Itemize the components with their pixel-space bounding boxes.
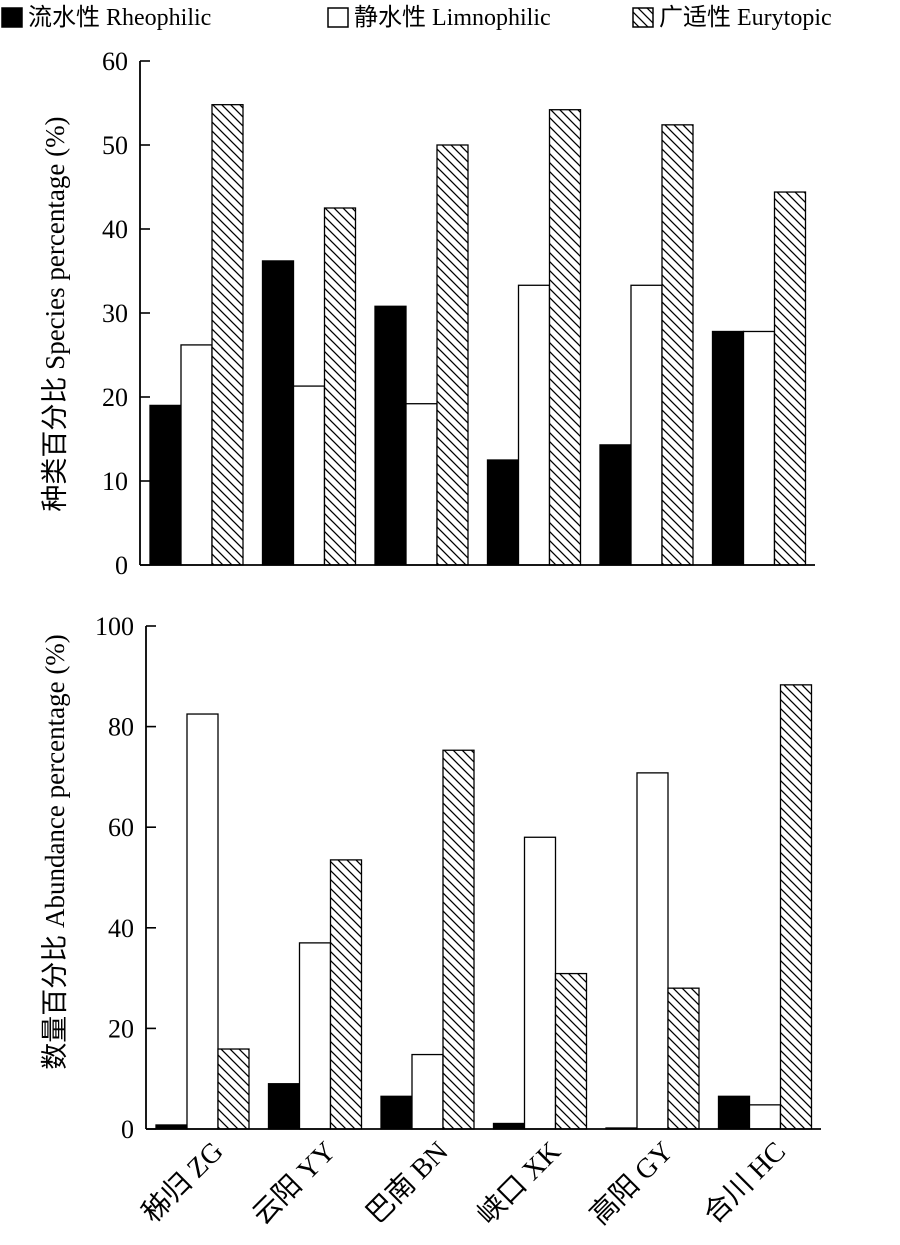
bar-rheophilic bbox=[599, 444, 632, 566]
x-tick-label: 秭归 ZG bbox=[136, 1135, 230, 1229]
y-tick-label: 10 bbox=[102, 467, 128, 496]
chart-panel-1: 0 10 20 30 40 50 60 种类百分比 Species percentage (%… bbox=[40, 47, 815, 580]
y-tick-label: 100 bbox=[95, 612, 134, 641]
legend-label: 流水性 Rheophilic bbox=[28, 4, 211, 31]
y-axis-label: 种类百分比 Species percentage (%) bbox=[40, 116, 70, 511]
bar-limnophilic bbox=[298, 942, 332, 1130]
y-tick-label: 20 bbox=[102, 383, 128, 412]
legend-swatch-empty bbox=[327, 7, 349, 28]
y-tick-label: 50 bbox=[102, 131, 128, 160]
bar-rheophilic bbox=[267, 1083, 301, 1130]
bar-eurytopic bbox=[211, 104, 244, 566]
bar-limnophilic bbox=[748, 1104, 782, 1130]
legend-swatch-solid bbox=[1, 7, 23, 28]
bar-limnophilic bbox=[517, 284, 551, 566]
bar-limnophilic bbox=[742, 330, 776, 566]
legend-label: 静水性 Limnophilic bbox=[354, 4, 551, 31]
legend-item-hatch: 广适性 Eurytopic bbox=[632, 4, 832, 31]
y-tick-label: 30 bbox=[102, 299, 128, 328]
bar-eurytopic bbox=[661, 124, 694, 566]
y-tick-label: 0 bbox=[115, 551, 128, 580]
x-tick-label: 云阳 YY bbox=[247, 1136, 342, 1231]
chart-panel-2: 秭归 ZG 云阳 YY 巴南 BN 峡口 XK 高阳 GY 合川 HC 0 20 40 60 80 1… bbox=[40, 612, 821, 1231]
legend-swatch-hatch bbox=[632, 7, 654, 28]
bar-rheophilic bbox=[717, 1095, 751, 1130]
y-tick-label: 40 bbox=[102, 215, 128, 244]
bar-eurytopic bbox=[329, 859, 363, 1130]
bar-rheophilic bbox=[374, 305, 407, 566]
y-axis-label: 数量百分比 Abundance percentage (%) bbox=[40, 634, 70, 1070]
bar-eurytopic bbox=[773, 191, 807, 566]
y-tick-label: 60 bbox=[108, 813, 134, 842]
y-tick-label: 0 bbox=[121, 1115, 134, 1144]
legend-item-solid: 流水性 Rheophilic bbox=[1, 4, 211, 31]
y-tick-label: 20 bbox=[108, 1014, 134, 1043]
bar-limnophilic bbox=[630, 284, 663, 566]
bar-rheophilic bbox=[711, 330, 745, 566]
bar-eurytopic bbox=[436, 144, 469, 566]
bar-eurytopic bbox=[323, 207, 357, 566]
bar-eurytopic bbox=[554, 972, 588, 1130]
bar-eurytopic bbox=[217, 1048, 250, 1130]
y-tick-label: 40 bbox=[108, 914, 134, 943]
bar-limnophilic bbox=[186, 713, 219, 1130]
charts: 0 10 20 30 40 50 60 种类百分比 Species percentage (%… bbox=[40, 47, 821, 1231]
x-tick-label: 高阳 GY bbox=[584, 1135, 680, 1231]
bar-eurytopic bbox=[667, 987, 700, 1130]
legend-label: 广适性 Eurytopic bbox=[659, 4, 832, 31]
bar-limnophilic bbox=[636, 772, 669, 1130]
bar-limnophilic bbox=[405, 403, 438, 566]
x-tick-label: 合川 HC bbox=[697, 1135, 792, 1230]
bar-rheophilic bbox=[380, 1095, 413, 1130]
y-tick-label: 60 bbox=[102, 47, 128, 76]
bar-limnophilic bbox=[411, 1053, 444, 1130]
legend: 流水性 Rheophilic 静水性 Limnophilic 广适性 Eurytop… bbox=[1, 4, 832, 31]
bar-limnophilic bbox=[292, 385, 326, 566]
bar-rheophilic bbox=[149, 404, 182, 566]
bar-rheophilic bbox=[486, 459, 520, 566]
y-tick-label: 80 bbox=[108, 713, 134, 742]
bar-eurytopic bbox=[442, 749, 475, 1130]
bar-eurytopic bbox=[548, 109, 582, 566]
x-tick-label: 峡口 XK bbox=[471, 1135, 567, 1231]
bar-limnophilic bbox=[180, 344, 213, 566]
x-tick-label: 巴南 BN bbox=[360, 1135, 455, 1230]
bar-limnophilic bbox=[523, 836, 557, 1130]
bar-rheophilic bbox=[261, 260, 295, 566]
bar-eurytopic bbox=[779, 684, 813, 1130]
legend-item-empty: 静水性 Limnophilic bbox=[327, 4, 551, 31]
